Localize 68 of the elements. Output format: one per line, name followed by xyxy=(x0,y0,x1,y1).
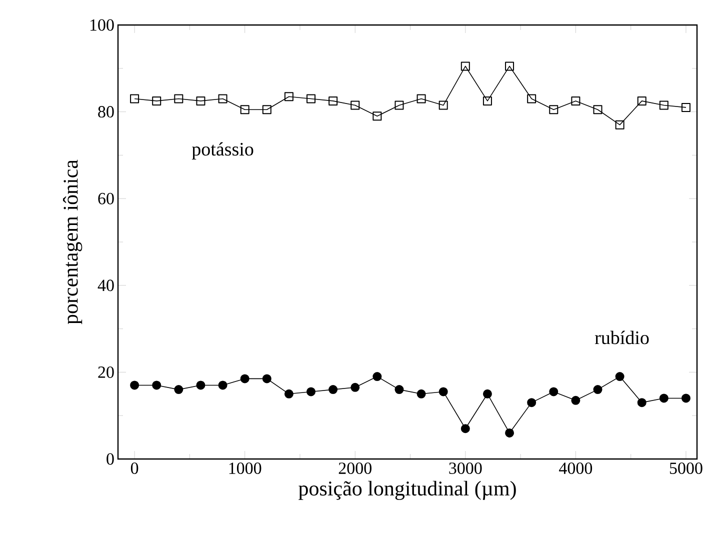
point xyxy=(196,380,206,390)
series-label: potássio xyxy=(192,142,254,160)
y-tick-label: 20 xyxy=(98,366,114,378)
point xyxy=(615,372,624,382)
point xyxy=(350,100,360,110)
point xyxy=(615,120,624,130)
point xyxy=(438,100,448,110)
x-tick-label: 4000 xyxy=(559,462,592,474)
point xyxy=(681,394,690,403)
point xyxy=(394,385,404,394)
point xyxy=(549,387,558,396)
point xyxy=(284,389,294,398)
x-tick-label: 3000 xyxy=(449,462,482,474)
point xyxy=(527,94,536,104)
point xyxy=(571,396,580,405)
x-tick-label: 5000 xyxy=(670,462,702,474)
y-tick-label: 100 xyxy=(90,19,114,31)
point xyxy=(240,105,250,114)
x-axis-title: posição longitudinal (µm) xyxy=(298,480,516,500)
x-tick-label: 2000 xyxy=(338,462,372,474)
point xyxy=(416,94,426,104)
point xyxy=(284,92,294,102)
point xyxy=(372,372,382,382)
point xyxy=(262,374,272,384)
point xyxy=(482,96,492,106)
y-tick-label: 60 xyxy=(98,192,114,204)
point xyxy=(306,387,316,396)
point xyxy=(593,385,602,394)
point xyxy=(174,94,184,104)
point xyxy=(152,96,162,106)
point xyxy=(637,96,646,106)
series-label: rubídio xyxy=(594,330,649,344)
point xyxy=(328,96,338,106)
point xyxy=(174,385,184,394)
point xyxy=(306,94,316,104)
point xyxy=(460,62,470,71)
y-tick-label: 0 xyxy=(106,453,114,465)
y-tick-label: 40 xyxy=(98,280,114,292)
point xyxy=(218,94,228,104)
point xyxy=(659,394,668,403)
point xyxy=(438,387,448,396)
point xyxy=(372,112,382,121)
point xyxy=(527,398,536,408)
x-tick-label: 1000 xyxy=(229,462,262,474)
point xyxy=(460,424,470,434)
point xyxy=(482,389,492,398)
point xyxy=(152,380,162,390)
point xyxy=(549,105,558,114)
y-axis-title: porcentagem iônica xyxy=(63,160,82,324)
point xyxy=(505,62,514,71)
point xyxy=(240,374,250,384)
point xyxy=(394,100,404,110)
point xyxy=(130,94,140,104)
point xyxy=(505,428,514,438)
point xyxy=(350,382,360,392)
point xyxy=(681,102,690,112)
point xyxy=(637,398,646,408)
point xyxy=(196,96,206,106)
point xyxy=(262,105,272,114)
point xyxy=(593,105,602,114)
y-tick-label: 80 xyxy=(98,106,114,118)
x-tick-label: 0 xyxy=(130,462,138,474)
point xyxy=(218,380,228,390)
point xyxy=(571,96,580,106)
point xyxy=(416,389,426,398)
point xyxy=(130,380,140,390)
point xyxy=(328,385,338,394)
point xyxy=(659,100,668,110)
